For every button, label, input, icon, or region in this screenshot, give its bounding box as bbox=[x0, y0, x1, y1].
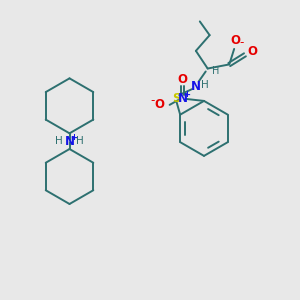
Text: -: - bbox=[240, 35, 244, 49]
Text: N: N bbox=[191, 80, 201, 93]
Text: +: + bbox=[183, 90, 190, 99]
Text: S: S bbox=[172, 92, 181, 106]
Text: O: O bbox=[230, 34, 240, 46]
Text: O: O bbox=[155, 98, 165, 111]
Text: +: + bbox=[70, 133, 77, 142]
Text: H: H bbox=[55, 136, 63, 146]
Text: H: H bbox=[76, 136, 84, 146]
Text: O: O bbox=[177, 73, 188, 86]
Text: O: O bbox=[248, 45, 258, 58]
Text: H: H bbox=[201, 80, 208, 90]
Text: -: - bbox=[151, 94, 155, 107]
Text: H: H bbox=[212, 67, 219, 76]
Text: N: N bbox=[177, 92, 188, 106]
Text: N: N bbox=[64, 135, 74, 148]
